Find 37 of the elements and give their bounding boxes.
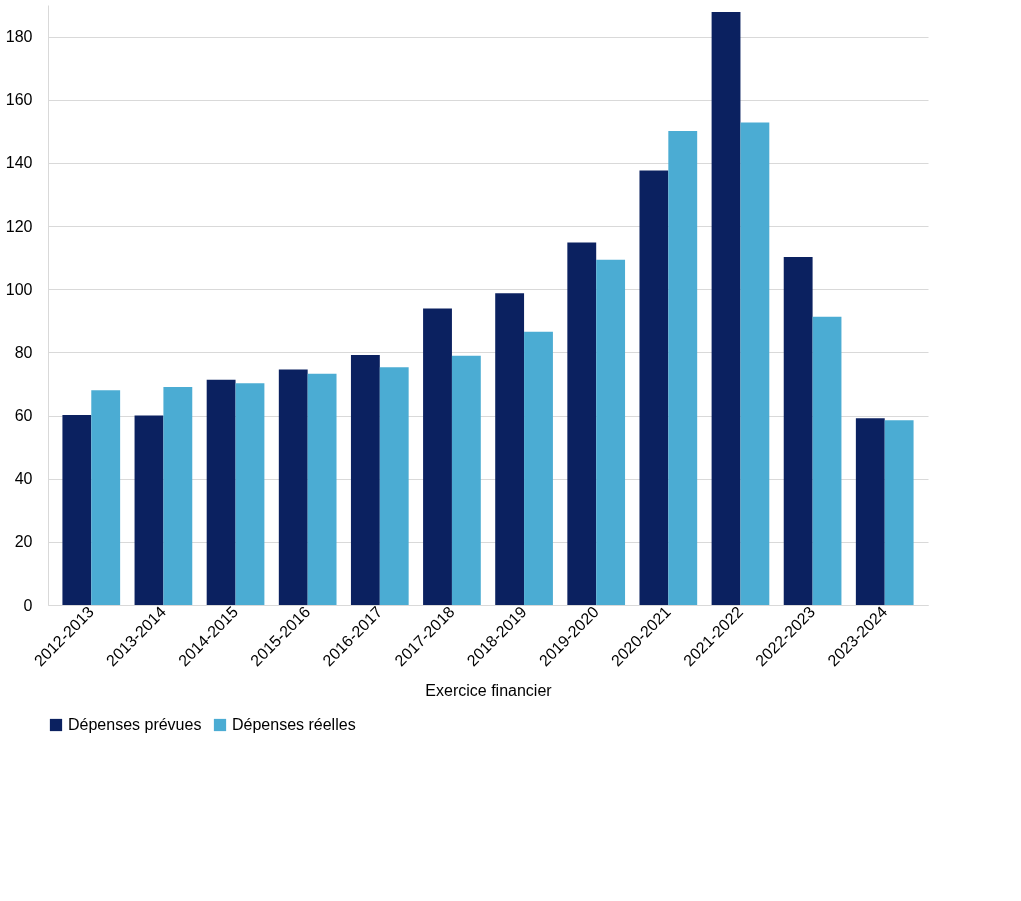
y-tick-label: 180: [5, 28, 33, 46]
bar: [524, 331, 553, 605]
bar: [379, 367, 409, 605]
y-tick-label: 120: [5, 217, 33, 235]
bar: [62, 414, 92, 605]
bar: [163, 387, 193, 605]
legend-label: Dépenses prévues: [68, 716, 202, 733]
y-tick-label: 140: [5, 154, 33, 172]
y-tick-label: 0: [23, 596, 33, 614]
y-tick-label: 160: [5, 91, 33, 109]
bar: [855, 418, 885, 605]
y-tick-label: 40: [14, 470, 33, 488]
y-tick-label: 20: [14, 533, 33, 551]
bar: [812, 316, 842, 605]
legend-label: Dépenses réelles: [232, 716, 356, 733]
y-tick-label: 100: [5, 280, 33, 298]
bar: [91, 390, 121, 605]
bar: [639, 170, 669, 605]
bar: [278, 369, 308, 605]
bar: [307, 373, 337, 605]
y-tick-label: 80: [14, 343, 33, 361]
bar: [596, 259, 626, 605]
bar: [783, 257, 813, 605]
bar: [495, 293, 525, 605]
bar: [668, 131, 698, 605]
bar: [206, 379, 236, 605]
bar: [567, 242, 597, 605]
y-tick-label: 60: [14, 407, 33, 425]
bar: [423, 308, 452, 605]
bar: [711, 11, 741, 605]
bar: [451, 355, 481, 605]
bar: [350, 354, 380, 605]
x-axis-title: Exercice financier: [425, 682, 553, 700]
bar: [740, 122, 770, 605]
bar: [134, 415, 164, 605]
bar: [235, 383, 265, 605]
bar: [884, 420, 914, 605]
